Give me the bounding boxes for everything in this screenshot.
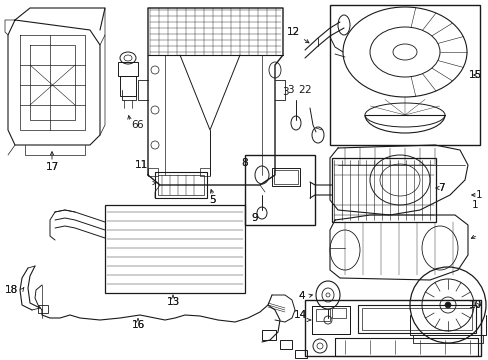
Text: 3: 3	[282, 87, 288, 97]
Bar	[331, 158, 435, 222]
Bar	[280, 340, 291, 349]
Text: 6: 6	[137, 120, 143, 130]
Text: 2: 2	[298, 85, 305, 95]
Bar	[118, 62, 138, 76]
Bar	[105, 205, 244, 293]
Text: 10: 10	[468, 300, 481, 310]
Bar	[155, 172, 206, 198]
Text: 5: 5	[209, 195, 216, 205]
Text: 10: 10	[468, 300, 481, 310]
Bar	[311, 306, 349, 334]
Bar	[271, 168, 299, 186]
Bar	[38, 305, 48, 313]
Text: 6: 6	[131, 120, 138, 130]
Bar	[200, 168, 209, 176]
Text: 13: 13	[166, 297, 179, 307]
Text: 2: 2	[304, 85, 311, 95]
Bar	[294, 350, 306, 358]
Bar	[148, 168, 158, 176]
Ellipse shape	[444, 302, 450, 308]
Text: 13: 13	[166, 297, 179, 307]
Bar	[361, 308, 471, 330]
Bar	[120, 76, 136, 96]
Bar	[305, 300, 480, 356]
Text: 1: 1	[474, 190, 481, 200]
Text: 4: 4	[298, 291, 305, 301]
Text: 7: 7	[437, 183, 444, 193]
Text: 8: 8	[241, 158, 247, 168]
Bar	[331, 308, 346, 318]
Text: 18: 18	[5, 285, 18, 295]
Text: 15: 15	[468, 70, 481, 80]
Bar	[357, 305, 475, 333]
Text: 14: 14	[293, 310, 306, 320]
Text: 1: 1	[470, 200, 477, 210]
Bar	[262, 330, 275, 340]
Text: 16: 16	[131, 320, 144, 330]
Text: 17: 17	[45, 162, 59, 172]
Text: 9: 9	[251, 213, 258, 223]
Text: 11: 11	[135, 160, 148, 170]
Text: 12: 12	[286, 27, 299, 37]
Text: 15: 15	[468, 70, 481, 80]
Text: 9: 9	[251, 213, 258, 223]
Bar	[158, 175, 203, 195]
Bar	[244, 155, 314, 225]
Bar	[329, 5, 479, 145]
Bar	[273, 170, 297, 184]
Text: 3: 3	[286, 85, 293, 95]
Bar	[315, 309, 329, 321]
Text: 4: 4	[298, 291, 305, 301]
Text: 16: 16	[131, 320, 144, 330]
Text: 12: 12	[286, 27, 299, 37]
Text: 5: 5	[209, 195, 216, 205]
Text: 17: 17	[45, 162, 59, 172]
Text: 18: 18	[5, 285, 18, 295]
Text: 8: 8	[241, 158, 247, 168]
Text: 11: 11	[135, 160, 148, 170]
Text: 14: 14	[293, 310, 306, 320]
Text: 7: 7	[437, 183, 444, 193]
